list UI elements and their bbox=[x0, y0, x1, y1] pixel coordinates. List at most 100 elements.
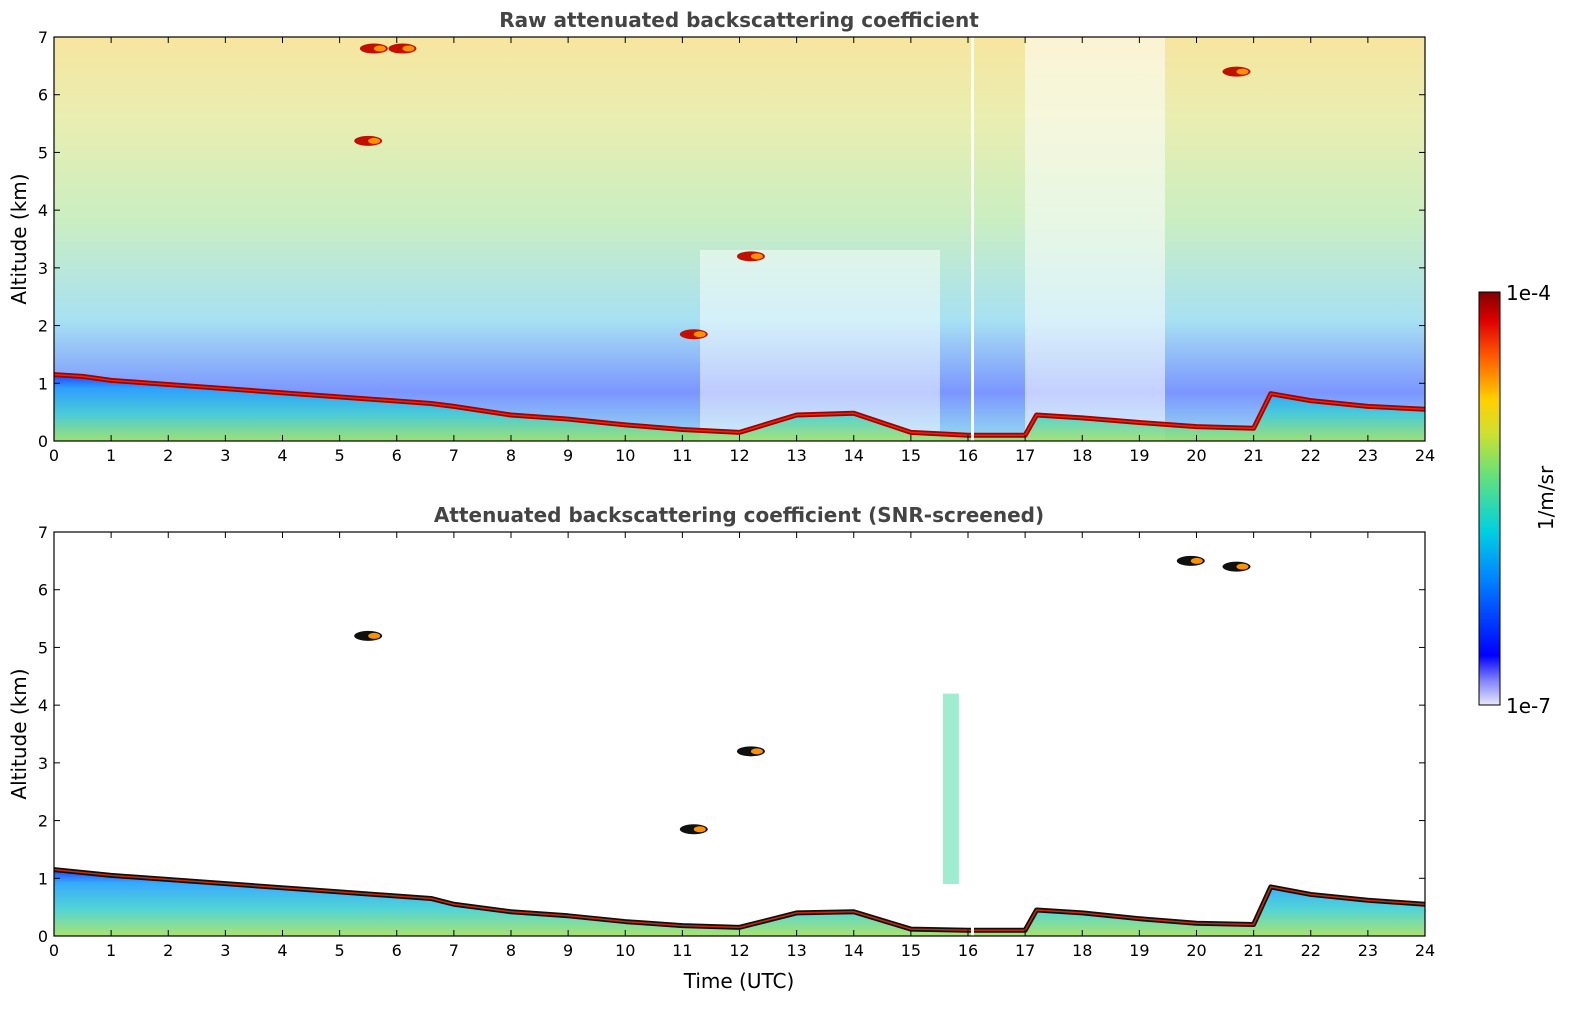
x-tick-label: 16 bbox=[958, 941, 978, 960]
x-tick-label: 14 bbox=[844, 446, 864, 465]
cloud-feature-edge bbox=[368, 632, 381, 639]
x-tick-label: 9 bbox=[563, 941, 573, 960]
y-tick-label: 5 bbox=[38, 143, 48, 162]
x-tick-label: 22 bbox=[1301, 446, 1321, 465]
y-tick-label: 0 bbox=[38, 927, 48, 946]
y-tick-label: 7 bbox=[38, 28, 48, 47]
precipitation-streak bbox=[942, 693, 959, 885]
x-tick-label: 14 bbox=[844, 941, 864, 960]
colorbar: 1e-4 1e-7 1/m/sr bbox=[1478, 281, 1558, 718]
cloud-feature-edge bbox=[1236, 68, 1249, 75]
x-tick-label: 24 bbox=[1415, 446, 1435, 465]
data-gap bbox=[971, 532, 974, 936]
cloud-feature-edge bbox=[750, 253, 763, 260]
y-tick-label: 7 bbox=[38, 523, 48, 542]
y-axis-label: Altitude (km) bbox=[7, 668, 31, 799]
x-tick-label: 7 bbox=[449, 941, 459, 960]
cloud-feature-edge bbox=[750, 748, 763, 755]
cloud-base-highlight bbox=[54, 373, 1425, 436]
x-tick-label: 19 bbox=[1129, 941, 1149, 960]
y-axis-ticks: 0 1 2 3 4 5 6 7 bbox=[38, 28, 1425, 451]
x-tick-label: 16 bbox=[958, 446, 978, 465]
y-tick-label: 1 bbox=[38, 869, 48, 888]
cloud-feature-edge bbox=[373, 45, 386, 52]
x-tick-label: 0 bbox=[49, 941, 59, 960]
x-tick-label: 1 bbox=[106, 941, 116, 960]
x-tick-label: 20 bbox=[1186, 446, 1206, 465]
cloud-feature-edge bbox=[693, 826, 706, 833]
heatmap-area bbox=[54, 37, 1425, 441]
y-tick-label: 2 bbox=[38, 812, 48, 831]
aerosol-layer-fill bbox=[54, 374, 1425, 441]
y-tick-label: 6 bbox=[38, 86, 48, 105]
x-tick-label: 23 bbox=[1358, 941, 1378, 960]
cloud-base-layer bbox=[54, 372, 1425, 438]
x-tick-label: 4 bbox=[277, 941, 287, 960]
x-tick-label: 19 bbox=[1129, 446, 1149, 465]
x-tick-label: 2 bbox=[163, 941, 173, 960]
y-tick-label: 2 bbox=[38, 317, 48, 336]
x-tick-label: 13 bbox=[786, 446, 806, 465]
screened-background bbox=[54, 532, 1425, 936]
cloud-feature-edge bbox=[1236, 563, 1249, 570]
low-signal-region bbox=[700, 250, 940, 441]
y-axis-ticks: 0 1 2 3 4 5 6 7 bbox=[38, 523, 1425, 946]
cloud-base-highlight bbox=[54, 868, 1425, 931]
y-axis-label: Altitude (km) bbox=[7, 173, 31, 304]
data-gap bbox=[971, 37, 974, 441]
boundary-layer bbox=[54, 869, 1425, 936]
x-tick-label: 3 bbox=[220, 941, 230, 960]
x-tick-label: 2 bbox=[163, 446, 173, 465]
cloud-feature-edge bbox=[368, 137, 381, 144]
y-tick-label: 1 bbox=[38, 374, 48, 393]
clear-sky-gap bbox=[1025, 37, 1165, 441]
screened-backscatter-panel: Attenuated backscattering coefficient (S… bbox=[7, 503, 1435, 993]
cloud-base-layer bbox=[54, 867, 1425, 933]
elevated-features bbox=[354, 555, 1251, 885]
y-tick-label: 3 bbox=[38, 259, 48, 278]
x-tick-label: 20 bbox=[1186, 941, 1206, 960]
x-tick-label: 17 bbox=[1015, 941, 1035, 960]
x-tick-label: 12 bbox=[729, 941, 749, 960]
x-tick-label: 4 bbox=[277, 446, 287, 465]
colorbar-unit-label: 1/m/sr bbox=[1534, 465, 1558, 530]
x-tick-label: 6 bbox=[392, 446, 402, 465]
cloud-feature-edge bbox=[1190, 557, 1203, 564]
x-tick-label: 10 bbox=[615, 941, 635, 960]
panel-title: Raw attenuated backscattering coefficien… bbox=[499, 8, 979, 32]
x-tick-label: 18 bbox=[1072, 941, 1092, 960]
x-tick-label: 10 bbox=[615, 446, 635, 465]
x-tick-label: 15 bbox=[901, 941, 921, 960]
x-tick-label: 8 bbox=[506, 941, 516, 960]
colorbar-gradient bbox=[1478, 291, 1501, 706]
x-tick-label: 7 bbox=[449, 446, 459, 465]
x-tick-label: 5 bbox=[335, 446, 345, 465]
y-tick-label: 0 bbox=[38, 432, 48, 451]
x-tick-label: 5 bbox=[335, 941, 345, 960]
cloud-feature-edge bbox=[402, 45, 415, 52]
y-tick-label: 4 bbox=[38, 201, 48, 220]
x-tick-label: 12 bbox=[729, 446, 749, 465]
colorbar-min-label: 1e-7 bbox=[1506, 694, 1551, 718]
aerosol-layer-fill bbox=[54, 869, 1425, 936]
boundary-layer bbox=[54, 374, 1425, 441]
x-tick-label: 11 bbox=[672, 941, 692, 960]
x-tick-label: 8 bbox=[506, 446, 516, 465]
x-tick-label: 15 bbox=[901, 446, 921, 465]
x-axis-label: Time (UTC) bbox=[683, 969, 795, 993]
x-tick-label: 24 bbox=[1415, 941, 1435, 960]
y-tick-label: 5 bbox=[38, 638, 48, 657]
y-tick-label: 6 bbox=[38, 581, 48, 600]
x-tick-label: 0 bbox=[49, 446, 59, 465]
x-tick-label: 17 bbox=[1015, 446, 1035, 465]
y-tick-label: 4 bbox=[38, 696, 48, 715]
x-axis-ticks: 0 1 2 3 4 5 6 7 8 9 10 11 12 13 14 15 16 17 18 19 20 21 22 23 24 bbox=[49, 37, 1435, 465]
x-tick-label: 21 bbox=[1243, 941, 1263, 960]
x-tick-label: 6 bbox=[392, 941, 402, 960]
x-tick-label: 3 bbox=[220, 446, 230, 465]
x-tick-label: 22 bbox=[1301, 941, 1321, 960]
cloud-feature-edge bbox=[693, 331, 706, 338]
x-tick-label: 23 bbox=[1358, 446, 1378, 465]
panel-title: Attenuated backscattering coefficient (S… bbox=[434, 503, 1044, 527]
